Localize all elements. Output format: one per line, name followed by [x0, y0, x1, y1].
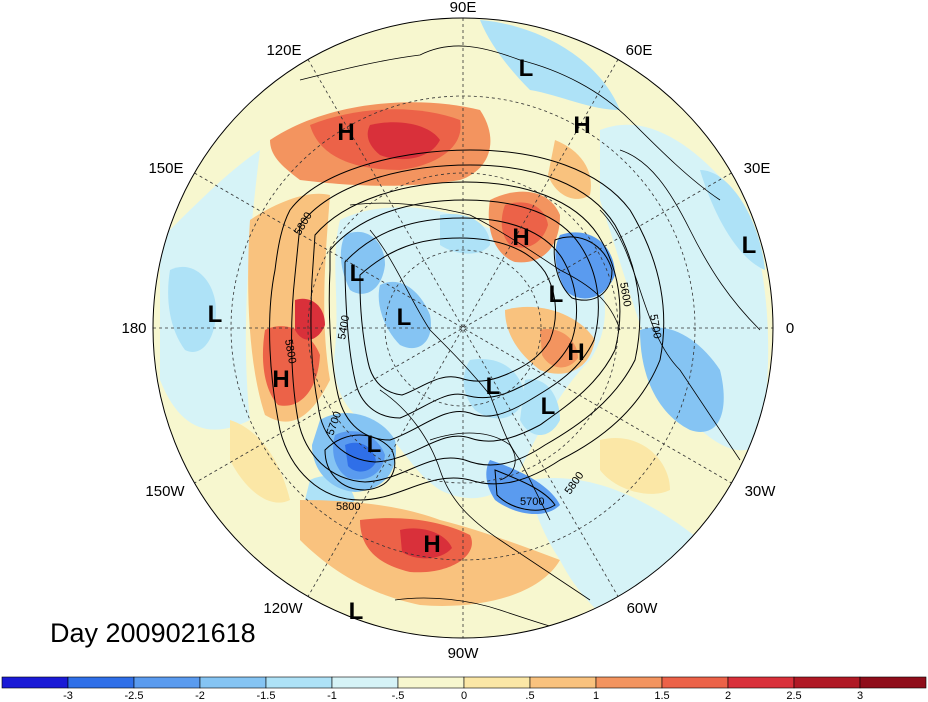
high-marker: H [512, 224, 529, 251]
colorbar-swatch [133, 676, 201, 689]
low-marker: L [549, 281, 564, 308]
colorbar-swatch [595, 676, 663, 689]
contour-label: 5600 [617, 281, 633, 307]
lon-label-150e: 150E [148, 160, 183, 177]
colorbar-swatch [1, 676, 69, 689]
high-marker: H [337, 119, 354, 146]
colorbar-label: -1 [327, 690, 337, 702]
lon-label-180: 180 [121, 320, 146, 337]
lon-label-0: 0 [786, 320, 794, 337]
colorbar-label: 3 [857, 690, 863, 702]
high-marker: H [573, 112, 590, 139]
low-marker: L [349, 598, 364, 625]
colorbar-swatch [793, 676, 861, 689]
low-marker: L [367, 431, 382, 458]
map-border [152, 17, 774, 639]
low-marker: L [486, 373, 501, 400]
low-marker: L [541, 393, 556, 420]
lon-label-120e: 120E [266, 42, 301, 59]
colorbar-label: 2.5 [786, 690, 801, 702]
longitude-labels: 90E 60E 30E 0 30W 60W 90W 120W 150W 180 … [121, 0, 794, 662]
lon-label-120w: 120W [263, 600, 303, 617]
colorbar-swatch [661, 676, 729, 689]
low-marker: L [742, 232, 757, 259]
high-marker: H [567, 339, 584, 366]
anomaly-shading [153, 18, 773, 638]
colorbar-swatch [727, 676, 795, 689]
lon-label-150w: 150W [145, 483, 185, 500]
low-marker: L [397, 304, 412, 331]
contour-label: 5800 [336, 501, 360, 513]
coastlines [299, 45, 761, 638]
plot-title: Day 2009021618 [50, 618, 256, 648]
colorbar-label: 0 [461, 690, 467, 702]
colorbar-swatch [463, 676, 531, 689]
lon-label-60e: 60E [626, 42, 653, 59]
colorbar-label: 1 [593, 690, 599, 702]
lat-lon-grid [153, 18, 773, 638]
contour-label: 5800 [282, 338, 298, 364]
contour-labels: 5800 5800 5400 5700 5800 5700 5800 5700 … [282, 210, 663, 513]
colorbar-swatch [859, 676, 927, 689]
low-marker: L [350, 260, 365, 287]
lon-label-30e: 30E [744, 160, 771, 177]
colorbar-label: -3 [63, 690, 73, 702]
pressure-centers: L H H H L L L L L H H L L L H L [208, 55, 757, 625]
height-contours [269, 149, 665, 511]
low-marker: L [208, 301, 223, 328]
lon-label-90w: 90W [448, 645, 480, 662]
colorbar-swatch [529, 676, 597, 689]
colorbar-label: .5 [525, 690, 534, 702]
colorbar-label: -.5 [392, 690, 405, 702]
contour-label: 5400 [336, 314, 352, 340]
colorbar-label: 2 [725, 690, 731, 702]
low-marker: L [519, 55, 534, 82]
colorbar-swatch [199, 676, 267, 689]
colorbar-label: 1.5 [654, 690, 669, 702]
colorbar-label: -2 [195, 690, 205, 702]
high-marker: H [423, 531, 440, 558]
high-marker: H [272, 366, 289, 393]
contour-label: 5700 [647, 313, 663, 339]
contour-label: 5700 [520, 496, 544, 508]
colorbar: -3 -2.5 -2 -1.5 -1 -.5 0 .5 1 1.5 2 2.5 3 [1, 676, 927, 702]
colorbar-swatch [331, 676, 399, 689]
colorbar-swatch [397, 676, 465, 689]
lon-label-30w: 30W [745, 483, 777, 500]
colorbar-swatch [67, 676, 135, 689]
colorbar-label: -2.5 [125, 690, 144, 702]
lon-label-60w: 60W [627, 600, 659, 617]
lon-label-90e: 90E [450, 0, 477, 16]
colorbar-swatch [265, 676, 333, 689]
colorbar-label: -1.5 [257, 690, 276, 702]
